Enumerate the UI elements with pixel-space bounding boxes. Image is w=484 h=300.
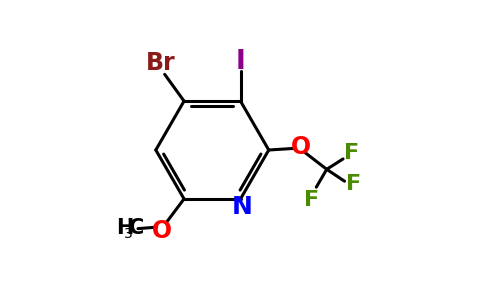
Text: C: C: [129, 218, 144, 238]
Text: I: I: [236, 49, 245, 75]
Text: O: O: [291, 135, 311, 159]
Text: F: F: [304, 190, 319, 210]
Text: 3: 3: [124, 227, 133, 241]
Text: N: N: [231, 195, 253, 219]
Text: Br: Br: [146, 51, 175, 75]
Text: F: F: [345, 143, 360, 163]
Text: H: H: [116, 218, 133, 238]
Text: O: O: [152, 219, 172, 243]
Text: F: F: [346, 174, 361, 194]
